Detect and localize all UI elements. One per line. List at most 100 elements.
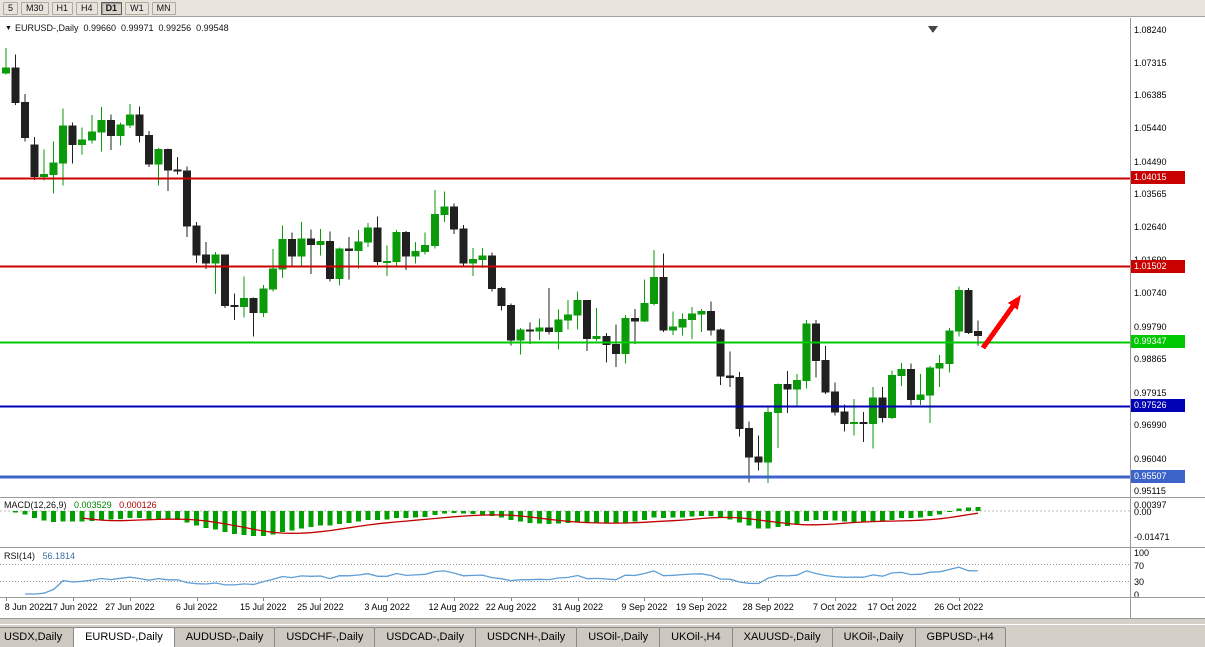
open-value: 0.99660 — [83, 23, 116, 33]
tab-usdcad-daily[interactable]: USDCAD-,Daily — [374, 627, 476, 647]
timeframe-button-h1[interactable]: H1 — [51, 1, 74, 15]
date-axis-label: 26 Oct 2022 — [934, 602, 984, 612]
macd-canvas[interactable] — [0, 498, 1130, 547]
price-axis-label: 1.05440 — [1134, 123, 1167, 134]
date-axis-label: 6 Jul 2022 — [175, 602, 218, 612]
date-axis-label: 12 Aug 2022 — [428, 602, 480, 612]
date-axis-label: 22 Aug 2022 — [485, 602, 537, 612]
date-tick-mark — [196, 598, 198, 601]
tab-xauusd-daily[interactable]: XAUUSD-,Daily — [731, 627, 833, 647]
date-tick-mark — [644, 598, 646, 601]
macd-pane[interactable] — [0, 498, 1130, 547]
tab-usoil-daily[interactable]: USOil-,Daily — [576, 627, 661, 647]
timeframe-button-h4[interactable]: H4 — [76, 1, 98, 15]
date-axis-label: 15 Jul 2022 — [240, 602, 287, 612]
timeframe-button-d1[interactable]: D1 — [100, 1, 123, 15]
price-axis-label: 0.99790 — [1134, 321, 1167, 332]
rsi-axis-label: 30 — [1134, 577, 1145, 588]
timeframe-button-w1[interactable]: W1 — [125, 1, 149, 15]
macd-axis-label: 0.00397 — [1134, 500, 1167, 511]
close-value: 0.99548 — [196, 23, 229, 33]
timeframe-button-5[interactable]: 5 — [3, 1, 19, 15]
tab-audusd-daily[interactable]: AUDUSD-,Daily — [173, 627, 276, 647]
hline-price-label: 0.99347 — [1131, 335, 1185, 349]
date-axis-label: 3 Aug 2022 — [364, 602, 410, 612]
date-axis-label: 7 Oct 2022 — [812, 602, 857, 612]
chart-tab-bar: USDX,Daily EURUSD-,Daily AUDUSD-,Daily USDC… — [0, 624, 1205, 647]
tab-usdx-daily[interactable]: USDX,Daily — [0, 627, 75, 647]
date-tick-mark — [263, 598, 265, 601]
date-axis-label: 28 Sep 2022 — [742, 602, 794, 612]
date-tick-mark — [6, 598, 7, 601]
main-chart-pane[interactable] — [0, 18, 1130, 497]
tab-ukoil-h4[interactable]: UKOil-,H4 — [659, 627, 733, 647]
price-axis-label: 1.02640 — [1134, 221, 1167, 232]
rsi-label: RSI(14) 56.1814 — [4, 551, 75, 561]
pane-separator[interactable] — [0, 497, 1205, 498]
low-value: 0.99256 — [158, 23, 192, 33]
date-tick-mark — [834, 598, 836, 601]
chart-shift-marker[interactable] — [928, 26, 938, 33]
price-axis-label: 1.04490 — [1134, 156, 1167, 167]
rsi-pane[interactable] — [0, 548, 1130, 597]
tab-eurusd-daily[interactable]: EURUSD-,Daily — [73, 627, 175, 647]
trend-arrow-annotation[interactable] — [980, 295, 1021, 350]
price-axis-label: 0.98865 — [1134, 354, 1167, 365]
chart-symbol-label: EURUSD-,Daily — [14, 23, 79, 33]
date-axis-label: 8 Jun 2022 — [4, 602, 50, 612]
tab-gbpusd-h4[interactable]: GBPUSD-,H4 — [914, 627, 1006, 647]
pane-separator — [0, 597, 1205, 598]
macd-signal-value: 0.000126 — [119, 500, 157, 510]
rsi-axis-label: 0 — [1134, 590, 1140, 600]
date-tick-mark — [320, 598, 322, 601]
price-axis-label: 1.06385 — [1134, 90, 1167, 101]
macd-main-value: 0.003529 — [74, 500, 112, 510]
date-tick-mark — [129, 598, 131, 601]
price-axis-separator — [1130, 18, 1131, 618]
date-tick-mark — [768, 598, 770, 601]
high-value: 0.99971 — [121, 23, 154, 33]
date-axis-label: 9 Sep 2022 — [621, 602, 668, 612]
rsi-value: 56.1814 — [42, 551, 76, 561]
chart-ohlc-title: ▼ EURUSD-,Daily 0.99660 0.99971 0.99256 0.995… — [5, 23, 229, 33]
symbol-marker-icon: ▼ — [5, 25, 12, 32]
date-tick-mark — [958, 598, 960, 601]
hline-price-label: 1.01502 — [1131, 259, 1185, 273]
pane-separator[interactable] — [0, 547, 1205, 548]
pane-separator — [0, 618, 1205, 619]
date-axis-label: 25 Jul 2022 — [297, 602, 344, 612]
date-tick-mark — [701, 598, 703, 601]
hline-price-label: 0.95507 — [1131, 470, 1185, 484]
tab-usdchf-daily[interactable]: USDCHF-,Daily — [274, 627, 376, 647]
macd-axis-label: -0.01471 — [1134, 532, 1170, 542]
rsi-name: RSI(14) — [4, 551, 36, 561]
date-axis-label: 19 Sep 2022 — [675, 602, 728, 612]
rsi-canvas[interactable] — [0, 548, 1130, 597]
macd-axis-label: 0.00 — [1134, 507, 1152, 517]
price-axis-label: 0.97915 — [1134, 387, 1167, 398]
date-tick-mark — [577, 598, 579, 601]
status-gap — [0, 619, 1205, 624]
timeframe-button-mn[interactable]: MN — [151, 1, 176, 15]
date-tick-mark — [511, 598, 512, 601]
price-axis-label: 1.08240 — [1134, 25, 1167, 35]
date-tick-mark — [387, 598, 389, 601]
date-axis[interactable]: 8 Jun 2022 17 Jun 2022 27 Jun 2022 6 Jul 20… — [0, 598, 1130, 618]
price-axis-label: 0.96040 — [1134, 453, 1167, 464]
date-axis-label: 17 Oct 2022 — [867, 602, 917, 612]
main-chart-canvas[interactable] — [0, 18, 1130, 497]
price-axis-label: 1.07315 — [1134, 57, 1167, 68]
tab-usdcnh-daily[interactable]: USDCNH-,Daily — [474, 627, 578, 647]
timeframe-button-m30[interactable]: M30 — [21, 1, 49, 15]
price-axis-label: 0.95115 — [1134, 486, 1166, 496]
macd-label: MACD(12,26,9) 0.003529 0.000126 — [4, 500, 157, 510]
rsi-axis-label: 70 — [1134, 560, 1145, 571]
price-axis-label: 1.00740 — [1134, 288, 1167, 299]
date-axis-label: 27 Jun 2022 — [105, 602, 155, 612]
macd-name: MACD(12,26,9) — [4, 500, 67, 510]
date-axis-label: 31 Aug 2022 — [552, 602, 603, 612]
date-axis-label: 17 Jun 2022 — [47, 602, 98, 612]
tab-ukoil-daily[interactable]: UKOil-,Daily — [831, 627, 916, 647]
date-tick-mark — [453, 598, 455, 601]
